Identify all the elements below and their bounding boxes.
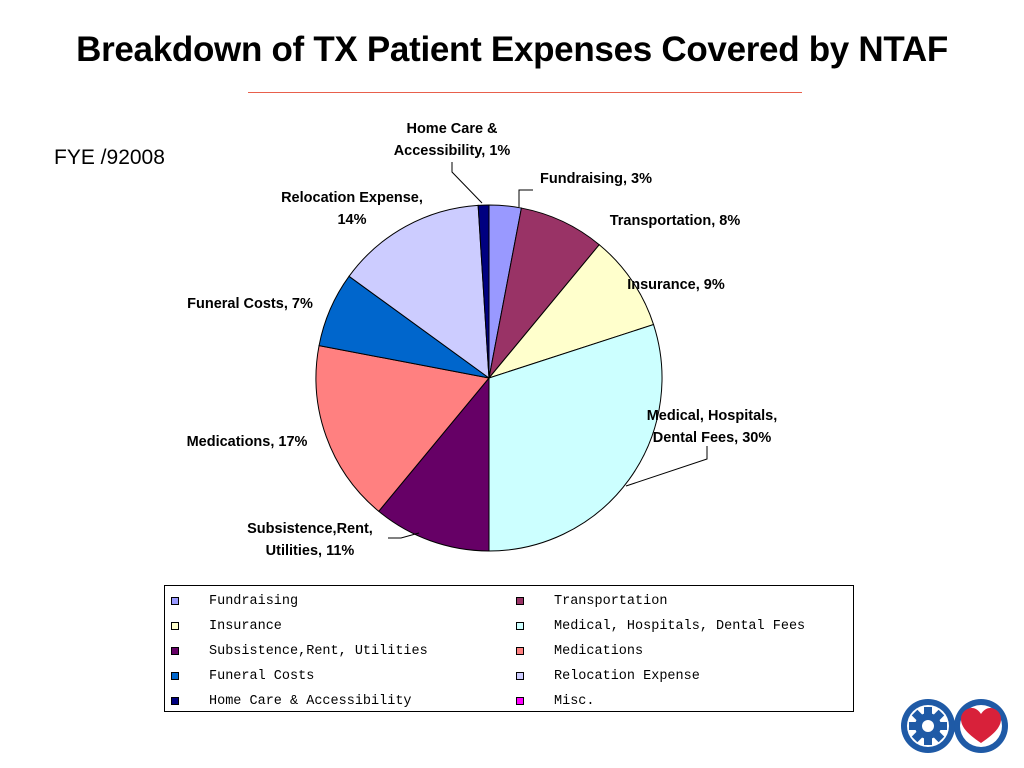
- pie-slice-medications: [315, 344, 490, 513]
- legend-swatch: [171, 697, 179, 705]
- pie-slice-subsistence-rent-utilities: [378, 376, 490, 552]
- slice-label-relocation-expense: Relocation Expense, 14%: [281, 190, 423, 228]
- slice-labels: Fundraising, 3% Transportation, 8% Insuran…: [187, 121, 778, 559]
- legend-label: Transportation: [554, 593, 668, 609]
- legend-label: Medications: [554, 643, 644, 659]
- legend-item-fundraising: Fundraising: [171, 592, 298, 610]
- heart-icon: [954, 699, 1008, 753]
- legend-item-insurance: Insurance: [171, 617, 282, 635]
- leader-line-subsistence-rent-utilities: [388, 532, 420, 539]
- pie-slices: [315, 204, 663, 552]
- chart-legend: Fundraising Transportation Insurance Medica…: [164, 585, 854, 712]
- leader-line-fundraising: [518, 189, 533, 207]
- legend-label: Home Care & Accessibility: [209, 693, 412, 709]
- pie-slice-home-care-accessibility: [477, 204, 490, 379]
- slice-label-home-care-accessibility: Home Care & Accessibility, 1%: [394, 121, 511, 159]
- leader-line-medical-hospitals-dental-fees: [625, 446, 708, 487]
- chart-subtitle: FYE /92008: [54, 146, 165, 169]
- legend-label: Relocation Expense: [554, 668, 700, 684]
- legend-swatch: [516, 672, 524, 680]
- legend-label: Insurance: [209, 618, 282, 634]
- legend-label: Fundraising: [209, 593, 299, 609]
- legend-swatch: [171, 622, 179, 630]
- legend-item-subsistence-rent-utilities: Subsistence,Rent, Utilities: [171, 642, 428, 660]
- legend-label: Subsistence,Rent, Utilities: [209, 643, 428, 659]
- slice-label-subsistence-rent-utilities: Subsistence,Rent, Utilities, 11%: [247, 521, 373, 559]
- legend-item-misc: Misc.: [516, 692, 595, 710]
- legend-label: Medical, Hospitals, Dental Fees: [554, 618, 806, 634]
- legend-swatch: [516, 622, 524, 630]
- slice-label-funeral-costs: Funeral Costs, 7%: [187, 296, 313, 312]
- legend-item-transportation: Transportation: [516, 592, 667, 610]
- legend-item-medications: Medications: [516, 642, 643, 660]
- leader-line-home-care-accessibility: [451, 162, 483, 204]
- slice-label-medical-hospitals-dental-fees: Medical, Hospitals, Dental Fees, 30%: [647, 408, 778, 446]
- slice-label-insurance: Insurance, 9%: [627, 277, 725, 293]
- pie-slice-relocation-expense: [348, 204, 490, 380]
- chart-title: Breakdown of TX Patient Expenses Covered…: [76, 30, 948, 69]
- pie-slice-medical-hospitals-dental-fees: [488, 323, 663, 552]
- legend-swatch: [171, 597, 179, 605]
- pie-chart: Fundraising, 3% Transportation, 8% Insuran…: [187, 121, 778, 559]
- legend-label: Funeral Costs: [209, 668, 315, 684]
- slice-label-medications: Medications, 17%: [187, 434, 308, 450]
- gear-icon: [901, 699, 955, 753]
- legend-swatch: [171, 647, 179, 655]
- slice-label-fundraising: Fundraising, 3%: [540, 171, 652, 187]
- legend-swatch: [516, 697, 524, 705]
- legend-swatch: [516, 597, 524, 605]
- legend-item-medical-hospitals-dental-fees: Medical, Hospitals, Dental Fees: [516, 617, 805, 635]
- legend-swatch: [171, 672, 179, 680]
- legend-item-home-care-accessibility: Home Care & Accessibility: [171, 692, 412, 710]
- pie-slice-insurance: [487, 243, 655, 380]
- slice-label-transportation: Transportation, 8%: [610, 213, 741, 229]
- legend-swatch: [516, 647, 524, 655]
- legend-item-relocation-expense: Relocation Expense: [516, 667, 700, 685]
- legend-item-funeral-costs: Funeral Costs: [171, 667, 314, 685]
- title-divider: [248, 92, 802, 93]
- leader-lines: [388, 162, 708, 539]
- legend-label: Misc.: [554, 693, 595, 709]
- ntaf-logo: [901, 699, 1008, 753]
